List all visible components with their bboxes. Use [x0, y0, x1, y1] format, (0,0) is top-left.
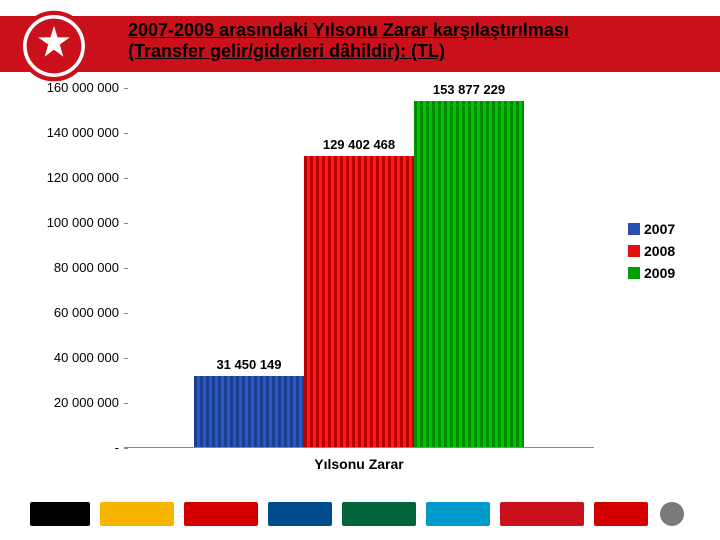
- y-tick-label: 20 000 000: [24, 395, 119, 410]
- bar-2007: [194, 376, 304, 447]
- legend-swatch: [628, 267, 640, 279]
- y-tick-mark: [124, 448, 128, 449]
- plot-region: 31 450 149129 402 468153 877 229: [124, 88, 594, 448]
- page-title: 2007-2009 arasındaki Yılsonu Zarar karşı…: [128, 20, 668, 62]
- legend-item: 2009: [628, 262, 694, 284]
- tff-logo: [18, 10, 90, 82]
- legend-swatch: [628, 245, 640, 257]
- y-tick-label: 120 000 000: [24, 170, 119, 185]
- y-tick-label: 100 000 000: [24, 215, 119, 230]
- legend: 2007 2008 2009: [628, 218, 694, 284]
- legend-item: 2007: [628, 218, 694, 240]
- title-line2: (Transfer gelir/giderleri dâhildir): (TL…: [128, 41, 668, 62]
- bar-label-2009: 153 877 229: [409, 82, 529, 97]
- title-line1: 2007-2009 arasındaki Yılsonu Zarar karşı…: [128, 20, 668, 41]
- legend-label: 2007: [644, 221, 675, 237]
- legend-swatch: [628, 223, 640, 235]
- bar-group: 31 450 149129 402 468153 877 229: [194, 88, 524, 447]
- bar-2008: [304, 156, 414, 447]
- legend-item: 2008: [628, 240, 694, 262]
- chart-area: - 20 000 000 40 000 000 60 000 000 80 000 00…: [24, 88, 694, 478]
- y-tick-label: 60 000 000: [24, 305, 119, 320]
- bar-label-2008: 129 402 468: [299, 137, 419, 152]
- y-tick-label: 160 000 000: [24, 80, 119, 95]
- legend-label: 2009: [644, 265, 675, 281]
- y-tick-label: 140 000 000: [24, 125, 119, 140]
- bar-label-2007: 31 450 149: [189, 357, 309, 372]
- y-tick-label: 40 000 000: [24, 350, 119, 365]
- y-tick-label: 80 000 000: [24, 260, 119, 275]
- sponsor-logos: [30, 498, 690, 530]
- y-tick-label: -: [24, 440, 119, 455]
- legend-label: 2008: [644, 243, 675, 259]
- bar-2009: [414, 101, 524, 447]
- sponsor-strip: [30, 498, 690, 530]
- x-axis-label: Yılsonu Zarar: [124, 456, 594, 472]
